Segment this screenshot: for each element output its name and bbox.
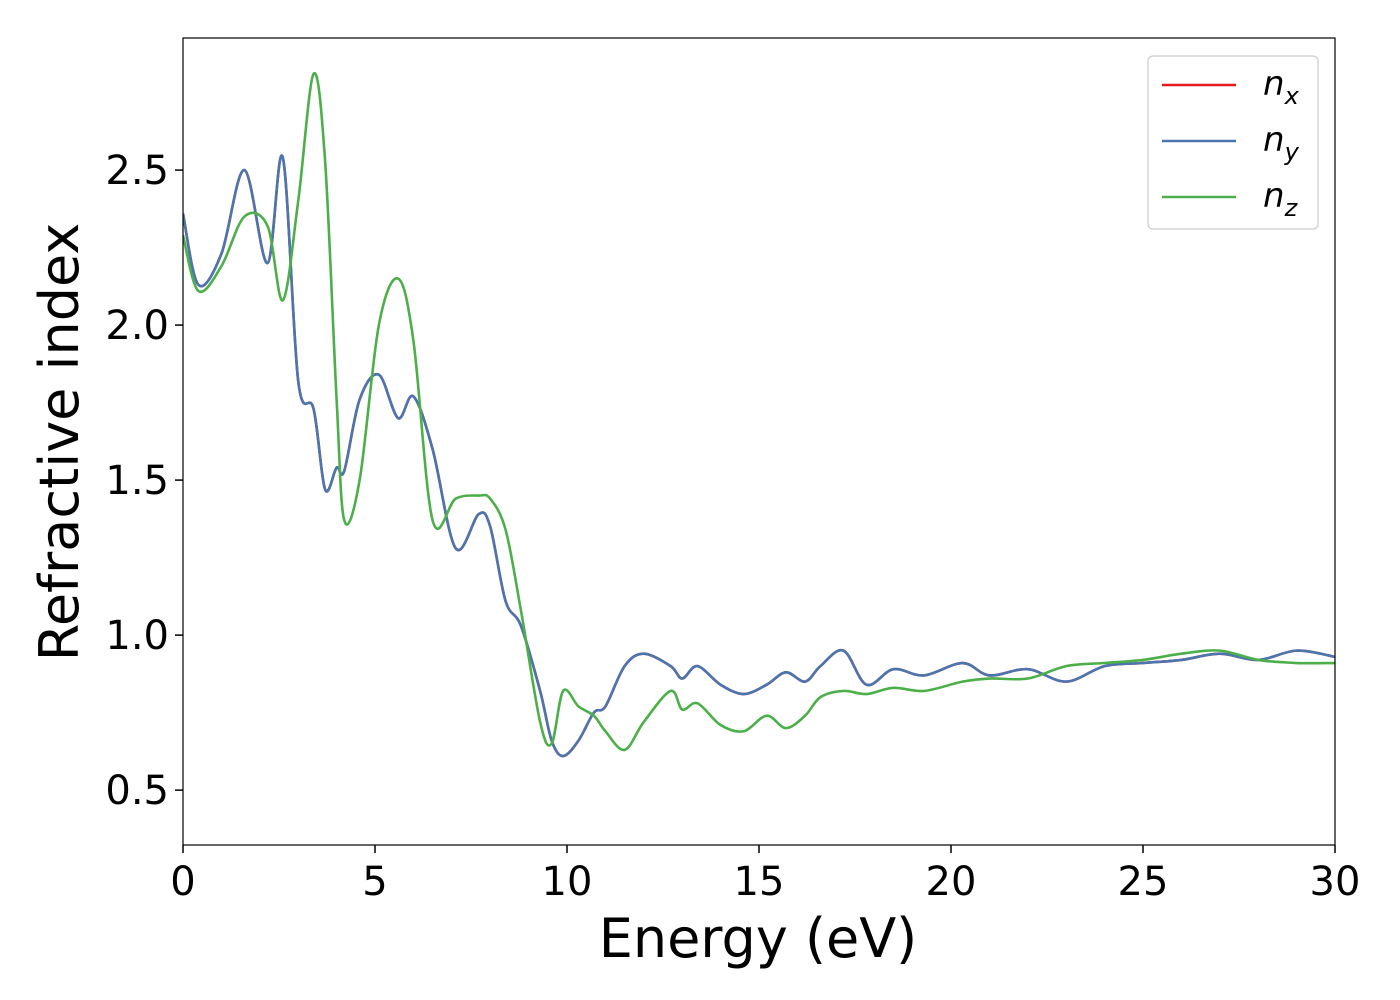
legend-box [1147,55,1319,230]
legend-label: nx [1263,64,1300,110]
legend-label: nz [1263,176,1299,222]
x-tick-label: 0 [170,859,195,905]
x-tick-label: 20 [926,859,977,905]
x-tick-label: 15 [734,859,785,905]
y-tick-label: 1.5 [105,458,169,504]
legend-label: ny [1263,120,1300,166]
y-tick-label: 1.0 [105,613,169,659]
x-tick-label: 25 [1118,859,1169,905]
x-axis-label: Energy (eV) [599,907,918,970]
x-tick-label: 30 [1310,859,1361,905]
y-tick-label: 0.5 [105,768,169,814]
series-line [183,154,1335,758]
y-tick-label: 2.0 [105,303,169,349]
y-axis-label: Refractive index [28,223,91,662]
x-tick-label: 5 [362,859,387,905]
y-tick-label: 2.5 [105,148,169,194]
x-tick-label: 10 [542,859,593,905]
series-line [183,71,1335,752]
plot-frame [182,37,1336,846]
